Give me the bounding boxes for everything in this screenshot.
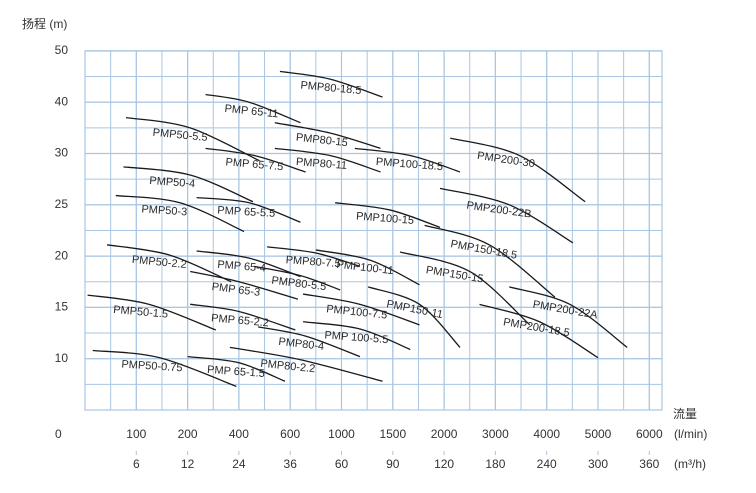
x2-axis-unit: (m³/h) (674, 457, 706, 471)
pump-curve (123, 166, 254, 203)
x-axis-title: 流量 (673, 407, 697, 421)
curve-label: PMP200-22B (466, 200, 532, 221)
pump-curve (196, 250, 301, 278)
y-tick-label: 10 (55, 351, 69, 365)
pump-curve (424, 224, 556, 298)
pump-curve (367, 286, 461, 348)
x-tick-label: 400 (229, 427, 249, 441)
pump-curve (302, 293, 420, 326)
pump-curve (479, 303, 599, 359)
origin-label: 0 (55, 427, 62, 441)
curve-label: PMP 65-5.5 (217, 205, 275, 220)
x-tick-label: 1500 (379, 427, 406, 441)
y-axis-title: 扬程 (m) (22, 16, 67, 31)
x-tick-label: 1000 (328, 427, 355, 441)
pump-curve (279, 70, 383, 98)
curve-label: PMP 65-1.5 (207, 364, 266, 380)
x-tick-label: 200 (178, 427, 198, 441)
y-tick-label: 50 (55, 43, 69, 57)
curve-label: PMP80-4 (278, 336, 325, 353)
pump-curve (92, 349, 237, 388)
pump-curve (450, 137, 586, 203)
curve-label: PMP50-3 (141, 203, 188, 218)
curve-label: PMP100-7.5 (326, 303, 388, 321)
y-tick-label: 40 (55, 94, 69, 108)
curve-label: PMP 65-3 (211, 281, 261, 299)
curve-label: PMP 65-2.2 (211, 312, 270, 329)
curve-label: PMP50-5.5 (152, 127, 208, 144)
x2-tick-label: 60 (335, 457, 349, 471)
pump-curve (335, 202, 441, 228)
pump-curve (190, 270, 299, 300)
pump-curve (267, 246, 361, 267)
curve-label: PMP80-2.2 (260, 358, 316, 376)
curve-label: PMP100-18.5 (375, 156, 443, 173)
x-tick-label: 600 (280, 427, 300, 441)
pump-curve (254, 265, 341, 291)
x2-tick-label: 90 (386, 457, 400, 471)
x2-tick-label: 240 (537, 457, 557, 471)
x-tick-label: 100 (126, 427, 146, 441)
curve-label: PMP200-18.5 (502, 316, 570, 339)
pump-curve (274, 122, 381, 149)
curve-label: PMP50-4 (149, 175, 196, 190)
x2-tick-label: 24 (232, 457, 246, 471)
curve-label: PMP 65-11 (224, 103, 279, 121)
curve-label: PMP100-11 (336, 259, 394, 277)
curve-label: PMP100-15 (356, 210, 415, 227)
pump-curve (205, 147, 306, 173)
curve-label: PMP50-0.75 (121, 359, 183, 375)
curve-label: PMP 100-5.5 (324, 329, 389, 346)
x2-tick-label: 36 (284, 457, 298, 471)
pump-curve (509, 286, 628, 348)
x-tick-label: 6000 (636, 427, 663, 441)
y-tick-label: 30 (55, 146, 69, 160)
x-tick-label: 2000 (431, 427, 458, 441)
pump-curve (274, 147, 381, 173)
y-tick-label: 25 (55, 197, 69, 211)
x-tick-label: 3000 (482, 427, 509, 441)
x2-tick-label: 300 (588, 457, 608, 471)
pump-curve (106, 244, 232, 283)
x2-tick-label: 360 (639, 457, 659, 471)
curve-label: PMP 65-4 (217, 259, 267, 275)
pump-curve (229, 346, 383, 382)
pump-curve (190, 303, 296, 331)
pump-curve (87, 294, 217, 331)
y-tick-label: 15 (55, 300, 69, 314)
curve-label: PMP50-1.5 (113, 304, 169, 321)
x2-tick-label: 6 (133, 457, 140, 471)
x-tick-label: 4000 (533, 427, 560, 441)
y-tick-label: 20 (55, 248, 69, 262)
pump-curve (125, 116, 260, 162)
x2-tick-label: 180 (485, 457, 505, 471)
curve-label: PMP50-2.2 (131, 254, 187, 271)
pump-curve (399, 251, 531, 326)
pump-curve (354, 147, 461, 173)
pump-curve (315, 249, 420, 286)
pump-curve (258, 326, 361, 358)
curve-label: PMP80-7.5 (285, 254, 341, 270)
pump-curve (187, 356, 286, 382)
x2-tick-label: 120 (434, 457, 454, 471)
pump-curve (115, 194, 245, 233)
curve-label: PMP 65-7.5 (225, 156, 284, 173)
x2-tick-label: 12 (181, 457, 195, 471)
curve-label: PMP150-15 (425, 264, 484, 285)
pump-curve (196, 196, 301, 223)
x-axis-unit: (l/min) (674, 427, 707, 441)
pump-curve (205, 93, 301, 124)
curve-label: PMP80-11 (295, 156, 347, 172)
pump-curve (439, 187, 574, 244)
curve-label: PMP80-18.5 (300, 80, 362, 98)
curve-label: PMP80-15 (295, 132, 348, 150)
x-tick-label: 5000 (585, 427, 612, 441)
curve-label: PMP80-5.5 (271, 275, 327, 293)
pump-curve (302, 321, 411, 351)
